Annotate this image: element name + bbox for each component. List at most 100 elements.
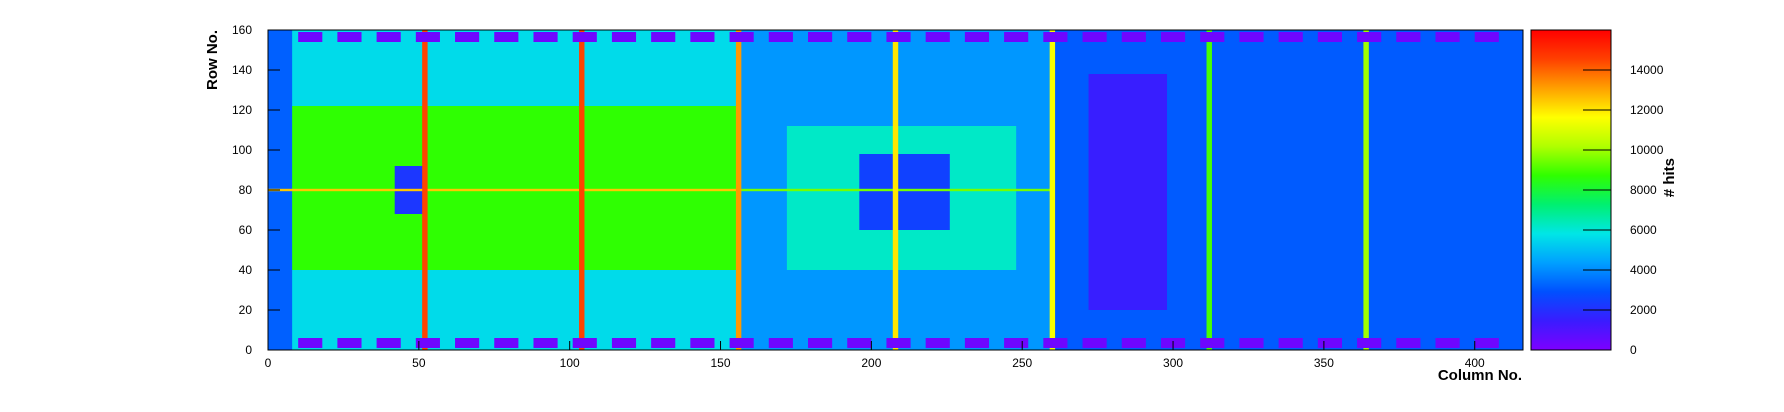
top-pad — [1043, 32, 1068, 42]
top-pad — [572, 32, 597, 42]
bottom-pad — [376, 338, 401, 348]
bottom-pad — [494, 338, 519, 348]
x-tick-label: 150 — [711, 356, 731, 370]
hot-column-5 — [1206, 30, 1212, 350]
y-tick-label: 20 — [239, 303, 253, 317]
bottom-pad — [572, 338, 597, 348]
bottom-pad — [1121, 338, 1146, 348]
z-tick-label: 6000 — [1630, 223, 1657, 237]
bottom-pad — [298, 338, 323, 348]
top-pad — [1004, 32, 1029, 42]
top-pad — [494, 32, 519, 42]
bottom-pad — [925, 338, 950, 348]
y-tick-label: 80 — [239, 183, 253, 197]
top-pad — [337, 32, 362, 42]
x-tick-label: 350 — [1314, 356, 1334, 370]
top-pad — [768, 32, 793, 42]
top-pad — [729, 32, 754, 42]
z-axis-title: # hits — [1661, 158, 1678, 197]
x-tick-label: 250 — [1012, 356, 1032, 370]
top-pad — [690, 32, 715, 42]
bottom-pad — [337, 338, 362, 348]
y-tick-label: 160 — [232, 23, 252, 37]
top-pad — [533, 32, 558, 42]
top-pad — [455, 32, 480, 42]
hot-row-0 — [268, 188, 739, 192]
top-pad — [1160, 32, 1186, 42]
z-tick-label: 10000 — [1630, 143, 1664, 157]
top-pad — [1239, 32, 1264, 42]
top-pad — [1200, 32, 1225, 42]
x-axis-title: Column No. — [1438, 367, 1522, 384]
bottom-pad — [690, 338, 715, 348]
hot-column-6 — [1363, 30, 1369, 350]
bottom-pad — [1239, 338, 1264, 348]
top-pad — [1121, 32, 1146, 42]
bottom-pad — [1043, 338, 1068, 348]
bottom-pad — [1004, 338, 1029, 348]
z-tick-label: 2000 — [1630, 303, 1657, 317]
bottom-pad — [415, 338, 440, 348]
top-pad — [651, 32, 676, 42]
y-tick-label: 100 — [232, 143, 252, 157]
heatmap-area — [268, 30, 1523, 350]
y-tick-label: 40 — [239, 263, 253, 277]
x-axis: 0 50 100 150 200 250 300 350 400 — [265, 341, 1485, 370]
hot-column-3 — [892, 30, 899, 350]
z-tick-label: 8000 — [1630, 183, 1657, 197]
x-tick-label: 50 — [412, 356, 426, 370]
bottom-pad — [886, 338, 911, 348]
top-pad — [1474, 32, 1499, 42]
top-pad — [376, 32, 401, 42]
bottom-pad — [1396, 338, 1421, 348]
heat-region-5 — [1088, 74, 1168, 310]
bottom-pad — [808, 338, 833, 348]
top-pad — [1317, 32, 1342, 42]
x-tick-label: 0 — [265, 356, 272, 370]
y-axis-title: Row No. — [204, 30, 221, 90]
top-pad — [847, 32, 872, 42]
x-tick-label: 200 — [861, 356, 881, 370]
hot-column-0 — [422, 30, 428, 350]
bottom-pad — [1435, 338, 1460, 348]
x-tick-label: 100 — [560, 356, 580, 370]
bottom-pad — [964, 338, 990, 348]
z-tick-label: 14000 — [1630, 63, 1664, 77]
bottom-pad — [768, 338, 793, 348]
top-pad — [611, 32, 637, 42]
y-axis: 0 20 40 60 80 100 120 140 160 — [232, 23, 280, 357]
bottom-pad — [651, 338, 676, 348]
bottom-pad — [1200, 338, 1225, 348]
x-tick-label: 400 — [1465, 356, 1485, 370]
y-tick-label: 140 — [232, 63, 252, 77]
heat-region-7 — [859, 154, 950, 230]
bottom-pad — [533, 338, 558, 348]
z-tick-label: 0 — [1630, 343, 1637, 357]
top-pad — [415, 32, 440, 42]
top-pad — [964, 32, 990, 42]
hot-column-2 — [735, 30, 742, 350]
x-tick-label: 300 — [1163, 356, 1183, 370]
bottom-pad — [1474, 338, 1499, 348]
top-pad — [298, 32, 323, 42]
top-pad — [1435, 32, 1460, 42]
y-tick-label: 120 — [232, 103, 252, 117]
top-pad — [1278, 32, 1303, 42]
top-pad — [925, 32, 950, 42]
heat-region-1 — [286, 106, 739, 270]
bottom-pad — [1357, 338, 1382, 348]
y-tick-label: 0 — [245, 343, 252, 357]
top-pad — [1357, 32, 1382, 42]
top-pad — [1396, 32, 1421, 42]
top-pad — [886, 32, 911, 42]
hot-column-1 — [579, 30, 585, 350]
y-tick-label: 60 — [239, 223, 253, 237]
hot-column-4 — [1049, 30, 1056, 350]
bottom-pad — [729, 338, 754, 348]
top-pad — [808, 32, 833, 42]
bottom-pad — [1317, 338, 1342, 348]
bottom-pad — [611, 338, 637, 348]
z-tick-label: 4000 — [1630, 263, 1657, 277]
top-pad — [1082, 32, 1107, 42]
